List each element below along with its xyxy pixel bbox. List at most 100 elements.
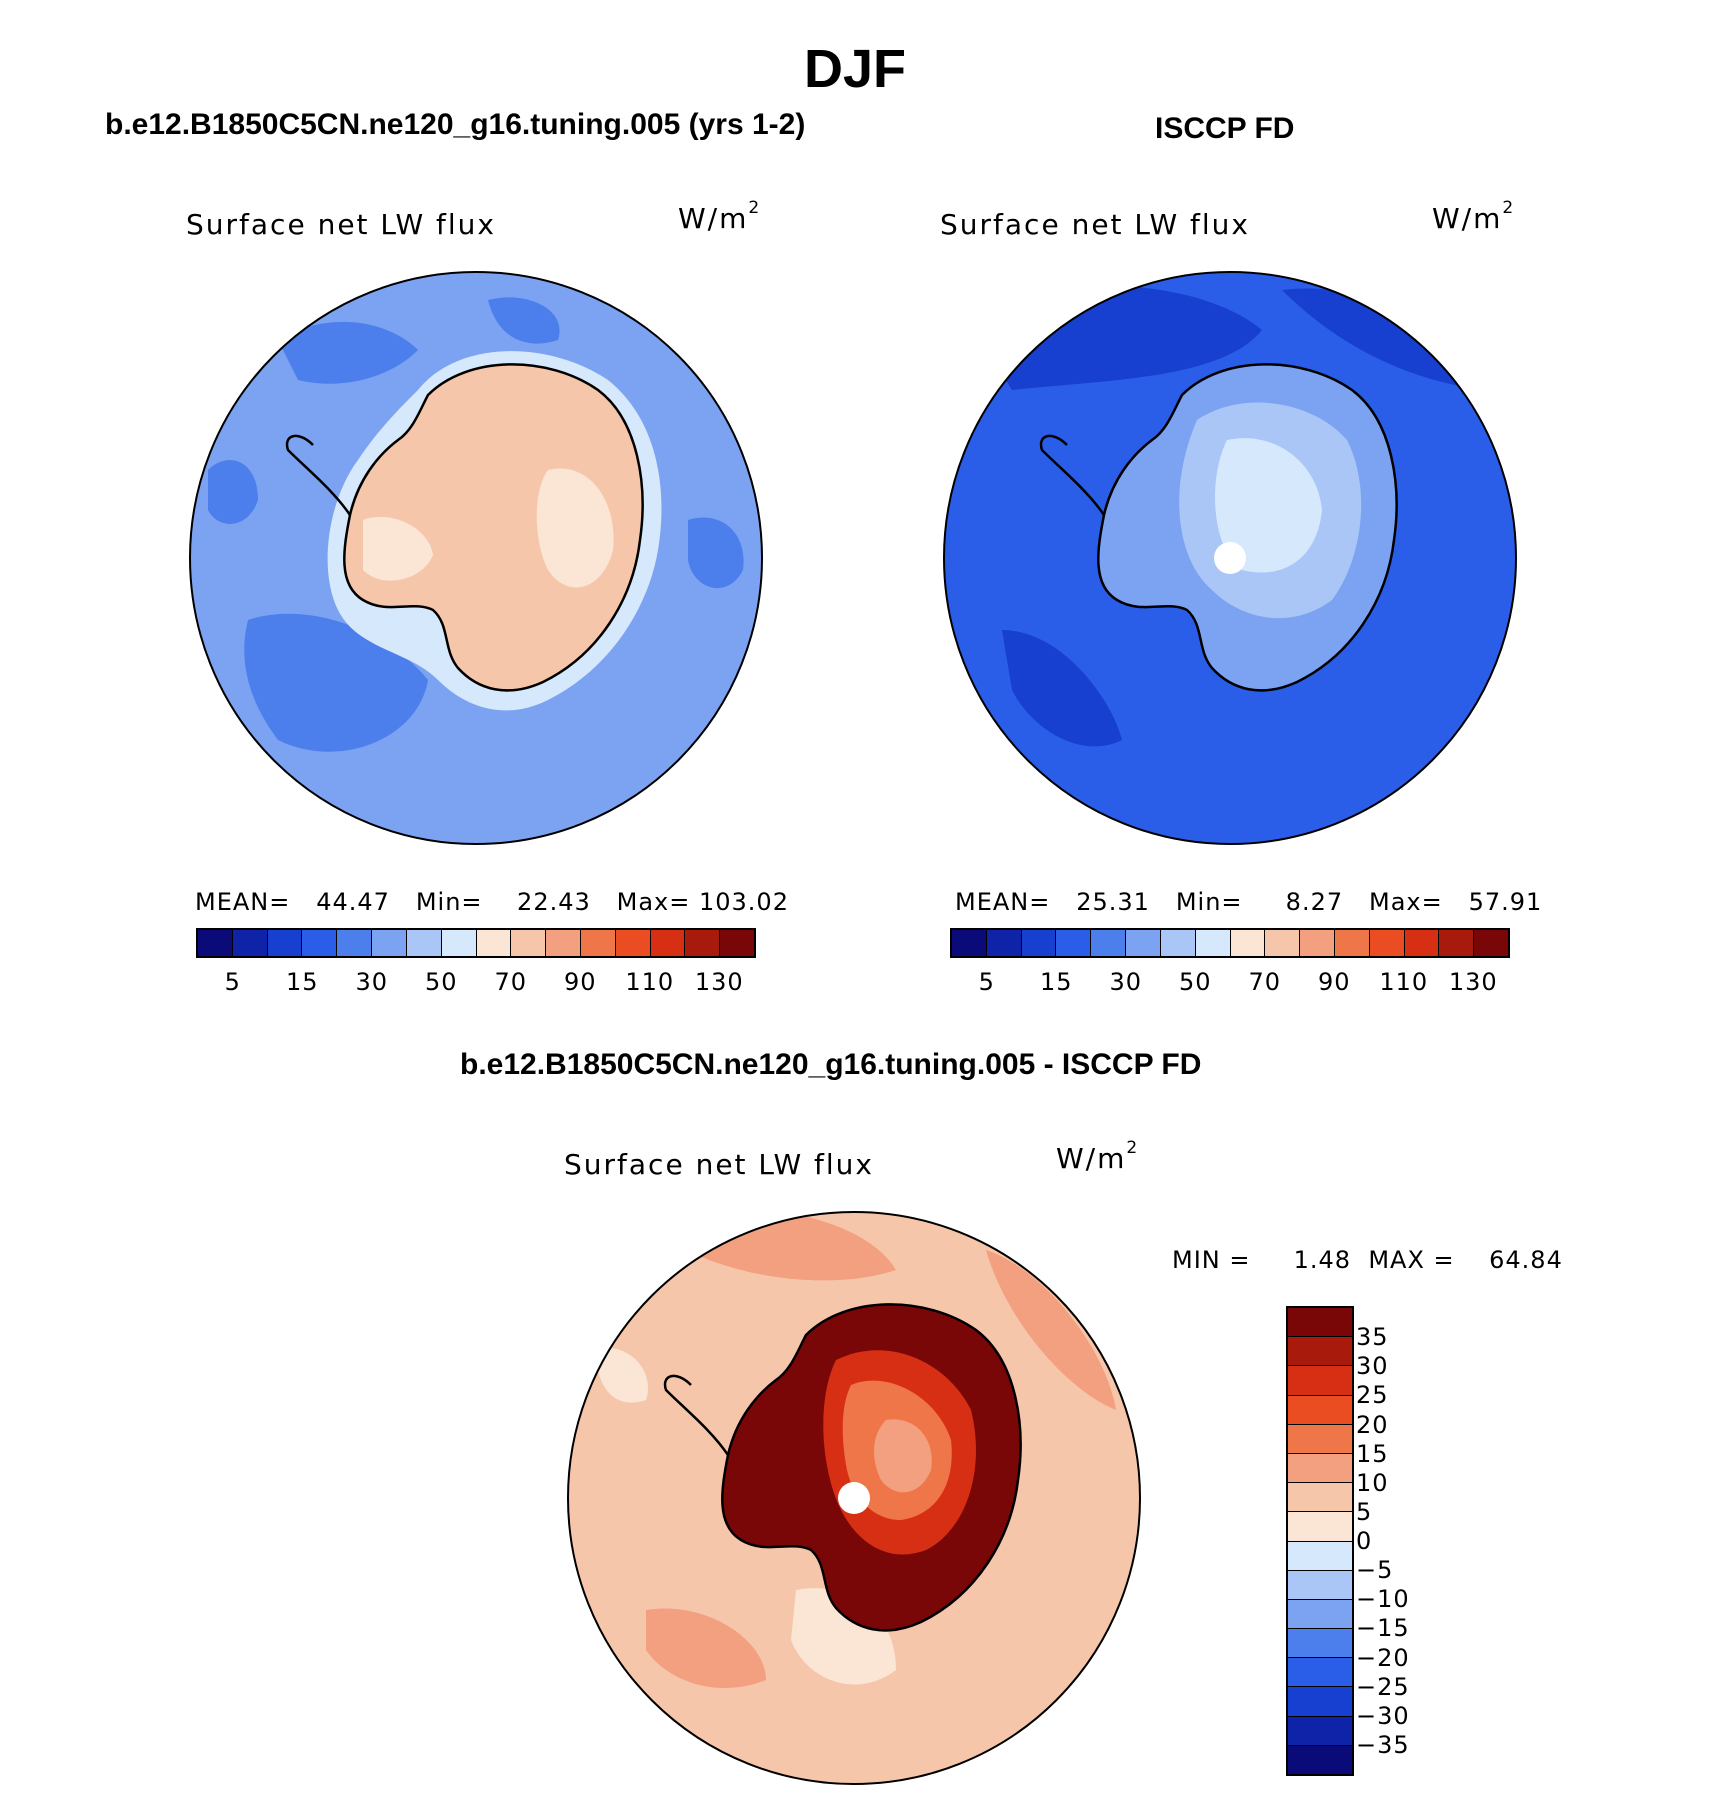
- model-units-label: W/m2: [678, 198, 762, 235]
- colorbar-swatch: [1288, 1424, 1352, 1454]
- colorbar-tick-label: 130: [1448, 968, 1498, 996]
- colorbar-tick-label: 130: [694, 968, 744, 996]
- colorbar-tick-label: 50: [424, 968, 458, 996]
- obs-variable-label: Surface net LW flux: [940, 208, 1250, 241]
- diff-map: [567, 1211, 1141, 1785]
- colorbar-swatch: [1439, 930, 1475, 956]
- colorbar-swatch: [232, 930, 268, 956]
- colorbar-tick-label: −15: [1356, 1614, 1410, 1643]
- colorbar-swatch: [1300, 930, 1335, 956]
- antarctic-peninsula: [663, 1374, 730, 1456]
- colorbar-swatch: [1288, 1483, 1352, 1513]
- diff-ocean-light-patch: [596, 1348, 648, 1403]
- model-map: [189, 271, 763, 845]
- colorbar-swatch: [198, 930, 233, 956]
- colorbar-swatch: [1288, 1629, 1352, 1659]
- colorbar-tick-label: 20: [1356, 1410, 1389, 1439]
- colorbar-swatch: [1056, 930, 1092, 956]
- colorbar-swatch: [720, 930, 754, 956]
- colorbar-swatch: [1288, 1570, 1352, 1600]
- diff-units-label: W/m2: [1056, 1138, 1140, 1175]
- colorbar-tick-label: 5: [224, 968, 241, 996]
- colorbar-swatch: [650, 930, 686, 956]
- colorbar-swatch: [1265, 930, 1301, 956]
- diff-colorbar: [1286, 1306, 1354, 1776]
- colorbar-swatch: [1288, 1366, 1352, 1396]
- colorbar-tick-label: 70: [494, 968, 528, 996]
- colorbar-swatch: [1195, 930, 1231, 956]
- colorbar-tick-label: 70: [1248, 968, 1282, 996]
- colorbar-tick-label: 30: [1109, 968, 1143, 996]
- colorbar-tick-label: 10: [1356, 1468, 1389, 1497]
- colorbar-swatch: [1091, 930, 1127, 956]
- colorbar-tick-label: 50: [1178, 968, 1212, 996]
- colorbar-swatch: [1288, 1716, 1352, 1746]
- obs-units-label: W/m2: [1432, 198, 1516, 235]
- diff-ocean-mid-patch: [646, 1608, 766, 1689]
- antarctica-coastline: [721, 1303, 1022, 1632]
- colorbar-tick-label: 35: [1356, 1323, 1389, 1352]
- colorbar-swatch: [1369, 930, 1405, 956]
- obs-map: [943, 271, 1517, 845]
- colorbar-swatch: [511, 930, 547, 956]
- colorbar-swatch: [1474, 930, 1508, 956]
- colorbar-swatch: [476, 930, 512, 956]
- colorbar-swatch: [1288, 1541, 1352, 1571]
- colorbar-tick-label: 110: [625, 968, 675, 996]
- diff-variable-label: Surface net LW flux: [564, 1148, 874, 1181]
- colorbar-swatch: [685, 930, 721, 956]
- colorbar-tick-label: 5: [1356, 1497, 1373, 1526]
- model-ocean-dark-patch: [208, 460, 258, 524]
- colorbar-swatch: [406, 930, 442, 956]
- obs-stats: MEAN= 25.31 Min= 8.27 Max= 57.91: [955, 888, 1543, 916]
- colorbar-tick-label: −5: [1356, 1556, 1394, 1585]
- colorbar-tick-label: 110: [1379, 968, 1429, 996]
- colorbar-tick-label: −35: [1356, 1730, 1410, 1759]
- colorbar-swatch: [986, 930, 1022, 956]
- antarctic-peninsula: [1039, 434, 1106, 516]
- diff-panel-title: b.e12.B1850C5CN.ne120_g16.tuning.005 - I…: [460, 1048, 1202, 1081]
- colorbar-swatch: [1288, 1658, 1352, 1688]
- colorbar-swatch: [615, 930, 651, 956]
- colorbar-swatch: [1334, 930, 1370, 956]
- colorbar-tick-label: 5: [978, 968, 995, 996]
- colorbar-swatch: [546, 930, 581, 956]
- colorbar-tick-label: 90: [1317, 968, 1351, 996]
- model-land-light-region: [363, 516, 433, 581]
- colorbar-tick-label: −10: [1356, 1585, 1410, 1614]
- colorbar-swatch: [580, 930, 616, 956]
- colorbar-tick-label: −30: [1356, 1701, 1410, 1730]
- model-ocean-dark-patch: [278, 321, 418, 384]
- model-colorbar: [196, 928, 756, 958]
- colorbar-swatch: [1404, 930, 1440, 956]
- colorbar-tick-label: 0: [1356, 1527, 1373, 1555]
- colorbar-swatch: [267, 930, 303, 956]
- antarctica-coastline: [1097, 363, 1398, 692]
- diff-stats: MIN = 1.48 MAX = 64.84: [1172, 1246, 1563, 1274]
- colorbar-tick-label: 90: [563, 968, 597, 996]
- model-land-light-region: [536, 468, 614, 588]
- diff-ocean-mid-patch: [986, 1250, 1116, 1410]
- colorbar-swatch: [1288, 1308, 1352, 1338]
- colorbar-swatch: [1126, 930, 1161, 956]
- colorbar-swatch: [1288, 1453, 1352, 1484]
- colorbar-tick-label: 15: [1039, 968, 1073, 996]
- obs-land-center: [1215, 438, 1322, 573]
- colorbar-tick-label: 30: [1356, 1352, 1389, 1381]
- colorbar-tick-label: 15: [1356, 1439, 1389, 1468]
- obs-colorbar: [950, 928, 1510, 958]
- colorbar-swatch: [372, 930, 407, 956]
- colorbar-tick-label: −20: [1356, 1643, 1410, 1672]
- colorbar-tick-label: 30: [355, 968, 389, 996]
- model-antarctica-land: [344, 364, 643, 691]
- figure-title: DJF: [803, 39, 906, 99]
- model-variable-label: Surface net LW flux: [186, 208, 496, 241]
- colorbar-swatch: [1288, 1745, 1352, 1774]
- model-panel-title: b.e12.B1850C5CN.ne120_g16.tuning.005 (yr…: [105, 108, 806, 141]
- colorbar-swatch: [1288, 1687, 1352, 1717]
- colorbar-swatch: [302, 930, 338, 956]
- colorbar-swatch: [1288, 1599, 1352, 1630]
- colorbar-tick-label: 15: [285, 968, 319, 996]
- pole-hole: [1214, 542, 1246, 574]
- colorbar-tick-label: −25: [1356, 1672, 1410, 1701]
